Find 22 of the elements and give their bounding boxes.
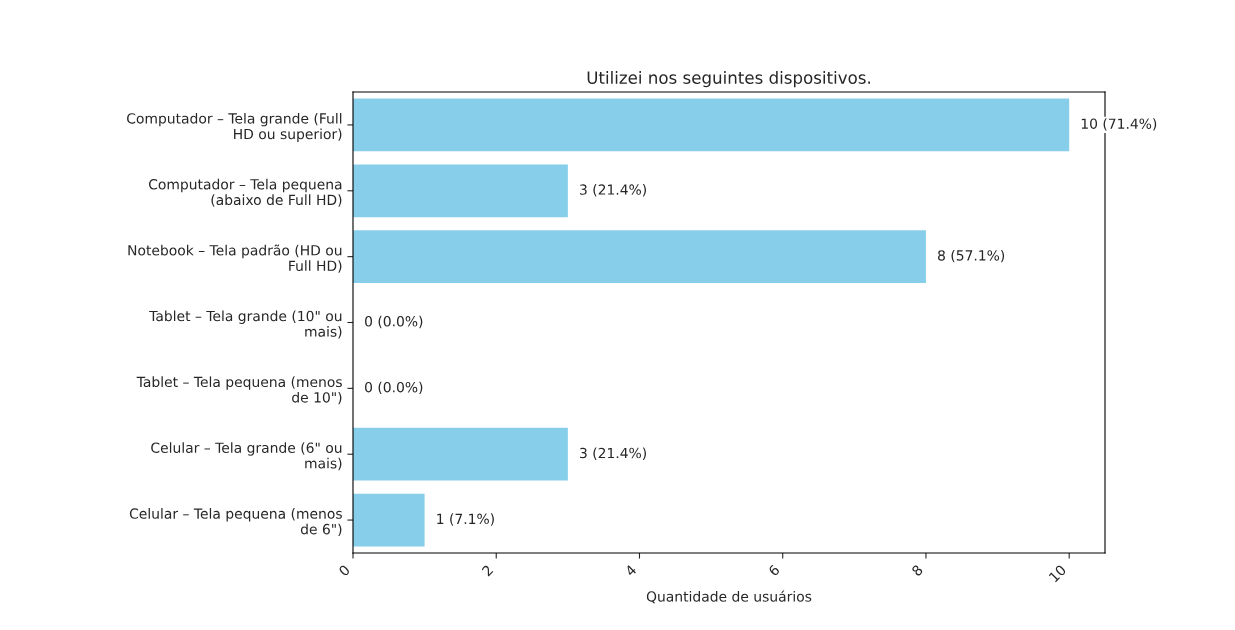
x-tick-label: 2 xyxy=(481,564,494,577)
data-label: 3 (21.4%) xyxy=(580,447,646,460)
y-tick-label: Tablet – Tela pequena (menos de 10") xyxy=(136,376,342,405)
x-tick-label: 10 xyxy=(1048,564,1067,583)
y-tick-label: Computador – Tela pequena (abaixo de Full HD) xyxy=(148,178,342,207)
data-label: 3 (21.4%) xyxy=(580,184,646,197)
data-label: 0 (0.0%) xyxy=(365,381,423,395)
data-label: 1 (7.1%) xyxy=(437,513,494,526)
y-tick-label: Celular – Tela grande (6" ou mais) xyxy=(151,442,342,471)
x-axis-title: Quantidade de usuários xyxy=(646,590,812,604)
y-tick-label: Tablet – Tela grande (10" ou mais) xyxy=(149,310,342,339)
y-tick-label: Celular – Tela pequena (menos de 6") xyxy=(129,508,342,537)
x-tick-label: 0 xyxy=(338,564,351,577)
x-tick-label: 4 xyxy=(624,564,637,577)
y-tick-label: Computador – Tela grande (Full HD ou superior) xyxy=(127,112,342,142)
x-tick-label: 8 xyxy=(911,564,924,577)
chart-title: Utilizei nos seguintes dispositivos. xyxy=(587,71,870,88)
data-label: 10 (71.4%) xyxy=(1081,118,1157,131)
x-tick-label: 6 xyxy=(767,564,781,577)
data-label: 8 (57.1%) xyxy=(938,249,1005,263)
y-tick-label: Notebook – Tela padrão (HD ou Full HD) xyxy=(128,244,342,273)
data-label: 0 (0.0%) xyxy=(365,315,423,329)
